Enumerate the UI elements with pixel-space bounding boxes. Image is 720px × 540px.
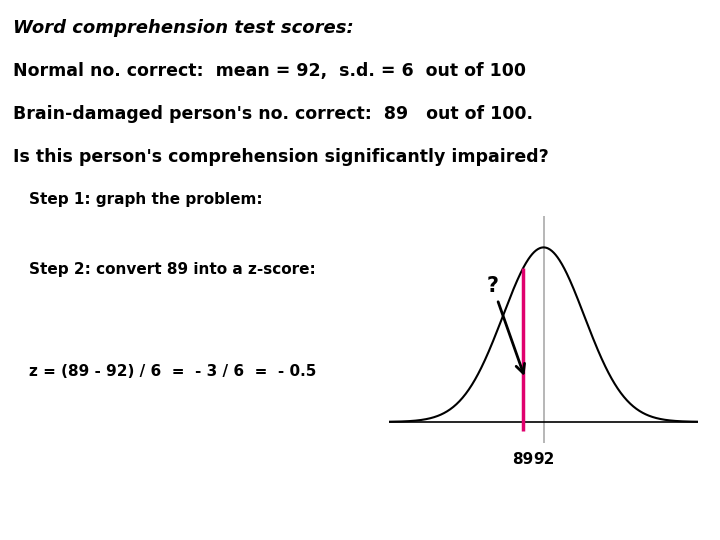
Text: Word comprehension test scores:: Word comprehension test scores:: [13, 19, 354, 37]
Text: 92: 92: [533, 451, 554, 467]
Text: Is this person's comprehension significantly impaired?: Is this person's comprehension significa…: [13, 148, 549, 166]
Text: ?: ?: [487, 276, 525, 373]
Text: Step 2: convert 89 into a z-score:: Step 2: convert 89 into a z-score:: [29, 262, 315, 277]
Text: Normal no. correct:  mean = 92,  s.d. = 6  out of 100: Normal no. correct: mean = 92, s.d. = 6 …: [13, 62, 526, 80]
Text: Step 1: graph the problem:: Step 1: graph the problem:: [29, 192, 262, 207]
Text: Brain-damaged person's no. correct:  89   out of 100.: Brain-damaged person's no. correct: 89 o…: [13, 105, 533, 123]
Text: 89: 89: [513, 451, 534, 467]
Text: z = (89 - 92) / 6  =  - 3 / 6  =  - 0.5: z = (89 - 92) / 6 = - 3 / 6 = - 0.5: [29, 364, 316, 380]
